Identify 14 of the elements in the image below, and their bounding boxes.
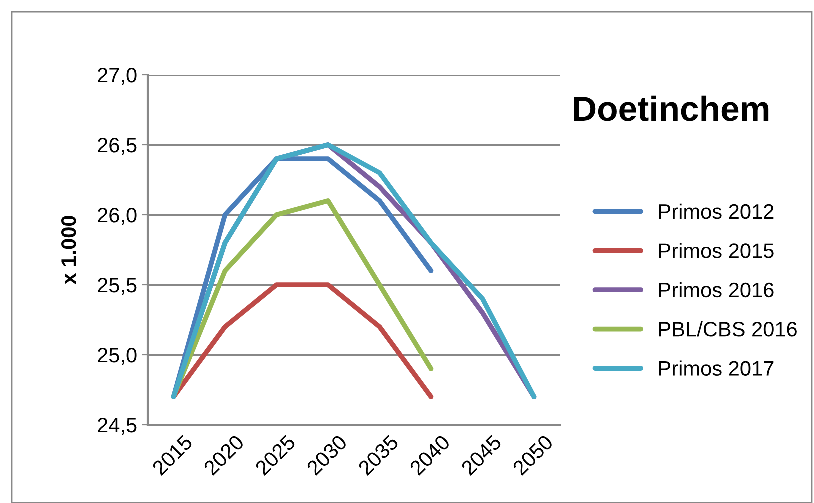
text: Doetinchem [574, 96, 769, 122]
y-tick-label: 24,5 [98, 418, 137, 436]
y-tick-label: 26,5 [98, 138, 137, 156]
y-axis-title: x 1.000 [62, 216, 76, 285]
legend-label: PBL/CBS 2016 [659, 322, 797, 337]
y-tick-label: 27,0 [98, 68, 137, 86]
legend-label: Primos 2016 [659, 282, 774, 298]
y-tick-label: 25,5 [98, 278, 137, 296]
y-tick-label: 26,0 [98, 208, 137, 226]
legend-label: Primos 2015 [659, 243, 774, 258]
y-tick-label: 25,0 [98, 348, 137, 366]
legend-label: Primos 2012 [659, 204, 774, 220]
line-series [171, 142, 537, 400]
legend-label: Primos 2017 [659, 360, 774, 376]
